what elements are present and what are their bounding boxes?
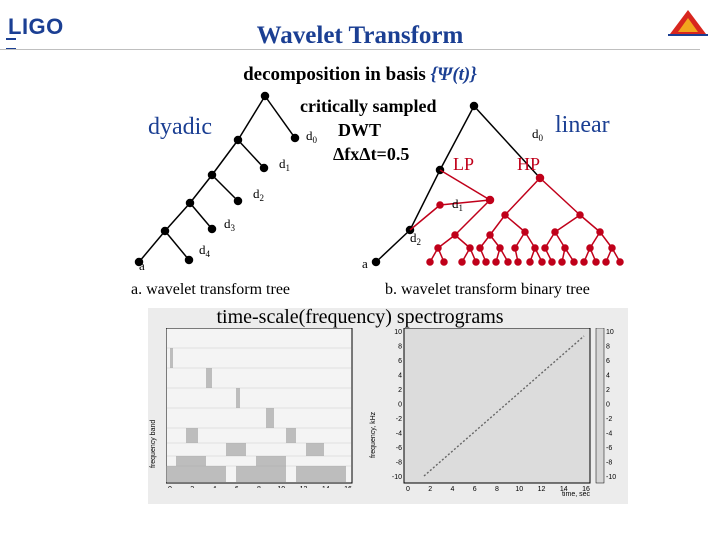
right-spectro-xtick-1: 2 <box>428 486 432 493</box>
right-spectro-xtick-0: 0 <box>406 486 410 493</box>
colorbar-tick-5: 0 <box>606 402 610 409</box>
spectrograms-title: time-scale(frequency) spectrograms <box>216 306 504 328</box>
right-spectro-ytick-9: -8 <box>396 460 402 467</box>
slide-title: Wavelet Transform <box>256 22 464 49</box>
right-spectro-ytick-5: 0 <box>398 402 402 409</box>
right-spectro-yticks: 10 8 6 4 2 0 -2 -4 -6 -8 -10 <box>392 329 402 481</box>
right-spectro-xtick-6: 12 <box>538 486 546 493</box>
right-spectro-ytick-4: 2 <box>398 387 402 394</box>
left-spectro-ylabel: frequency band <box>150 419 157 468</box>
linear-label: linear <box>555 112 610 138</box>
left-spectro-xticks: 0 2 4 6 8 10 12 14 16 <box>168 486 352 488</box>
right-spectrogram: 10 8 6 4 2 0 -2 -4 -6 -8 -10 10 8 6 4 2 0 -2 -4 -6 -8 -10 0 2… <box>392 328 616 498</box>
caption-dyadic: a. wavelet transform tree <box>131 281 291 298</box>
right-spectro-ytick-6: -2 <box>396 416 402 423</box>
right-d0-label: d0 <box>532 126 543 143</box>
left-spectro-xtick-6: 12 <box>300 486 308 488</box>
uncertainty-label: ΔfxΔt=0.5 <box>333 144 410 164</box>
colorbar <box>595 328 605 484</box>
dyadic-label: dyadic <box>148 114 212 140</box>
right-spectro-xlabel: time, sec <box>562 491 591 498</box>
left-spectro-xtick-8: 16 <box>344 486 352 488</box>
title-divider <box>0 49 700 50</box>
left-spectrogram: 0 2 4 6 8 10 12 14 16 <box>166 328 353 488</box>
right-spectro-ytick-0: 10 <box>394 329 402 336</box>
colorbar-tick-6: -2 <box>606 416 612 423</box>
dwt-label: DWT <box>338 120 382 140</box>
right-spectro-xtick-5: 10 <box>515 486 523 493</box>
right-d1-label: d1 <box>452 196 463 213</box>
dyadic-tree <box>134 91 300 267</box>
colorbar-tick-0: 10 <box>606 329 614 336</box>
hp-label: HP <box>517 154 541 174</box>
chirp-trace <box>423 335 585 477</box>
left-spectro-xtick-7: 14 <box>322 486 330 488</box>
colorbar-tick-8: -6 <box>606 445 612 452</box>
right-spectro-ytick-7: -4 <box>396 431 402 438</box>
slide-subtitle: decomposition in basis {Ψ(t)} <box>0 64 720 86</box>
subtitle-basis: {Ψ(t)} <box>430 64 477 85</box>
right-spectro-xtick-4: 8 <box>495 486 499 493</box>
left-d4-label: d4 <box>199 242 210 259</box>
left-spectrogram-cells <box>166 348 346 482</box>
colorbar-tick-10: -10 <box>606 474 616 481</box>
right-spectro-ytick-8: -6 <box>396 445 402 452</box>
linear-tree-red <box>409 169 624 266</box>
left-spectro-xtick-3: 6 <box>235 486 239 488</box>
right-spectro-xtick-2: 4 <box>451 486 455 493</box>
right-spectro-xtick-8: 16 <box>582 486 590 493</box>
left-d2-label: d2 <box>253 186 264 203</box>
colorbar-tick-7: -4 <box>606 431 612 438</box>
left-spectro-xtick-2: 4 <box>213 486 217 488</box>
critically-sampled-label: critically sampled <box>300 96 437 116</box>
right-spectro-ylabel: frequency, kHz <box>370 411 377 458</box>
subtitle-text: decomposition in basis <box>243 64 431 85</box>
left-spectro-xtick-1: 2 <box>190 486 194 488</box>
right-spectro-xtick-7: 14 <box>560 486 568 493</box>
left-spectro-xtick-5: 10 <box>277 486 285 488</box>
colorbar-tick-3: 4 <box>606 373 610 380</box>
ligo-logo: LIGO <box>8 14 64 39</box>
colorbar-tick-9: -8 <box>606 460 612 467</box>
right-d2-label: d2 <box>410 230 421 247</box>
right-spectro-ytick-2: 6 <box>398 358 402 365</box>
colorbar-tick-1: 8 <box>606 344 610 351</box>
caption-binary: b. wavelet transform binary tree <box>385 281 590 298</box>
left-spectro-xtick-4: 8 <box>257 486 261 488</box>
right-spectro-ytick-10: -10 <box>392 474 402 481</box>
left-d0-label: d0 <box>306 128 317 145</box>
right-spectro-xtick-3: 6 <box>473 486 477 493</box>
left-a-label: a <box>139 258 145 273</box>
lp-label: LP <box>453 154 475 174</box>
left-d3-label: d3 <box>224 216 235 233</box>
left-d1-label: d1 <box>279 156 290 173</box>
corner-logo-icon <box>668 10 708 36</box>
left-spectro-xtick-0: 0 <box>168 486 172 488</box>
right-spectro-cticks: 10 8 6 4 2 0 -2 -4 -6 -8 -10 <box>606 329 616 481</box>
colorbar-tick-4: 2 <box>606 387 610 394</box>
right-a-label: a <box>362 256 368 271</box>
linear-tree-black <box>371 101 541 267</box>
tree-diagrams <box>134 91 624 267</box>
right-spectro-ytick-3: 4 <box>398 373 402 380</box>
right-spectro-ytick-1: 8 <box>398 344 402 351</box>
colorbar-tick-2: 6 <box>606 358 610 365</box>
right-spectro-xticks: 0 2 4 6 8 10 12 14 16 <box>406 486 590 493</box>
